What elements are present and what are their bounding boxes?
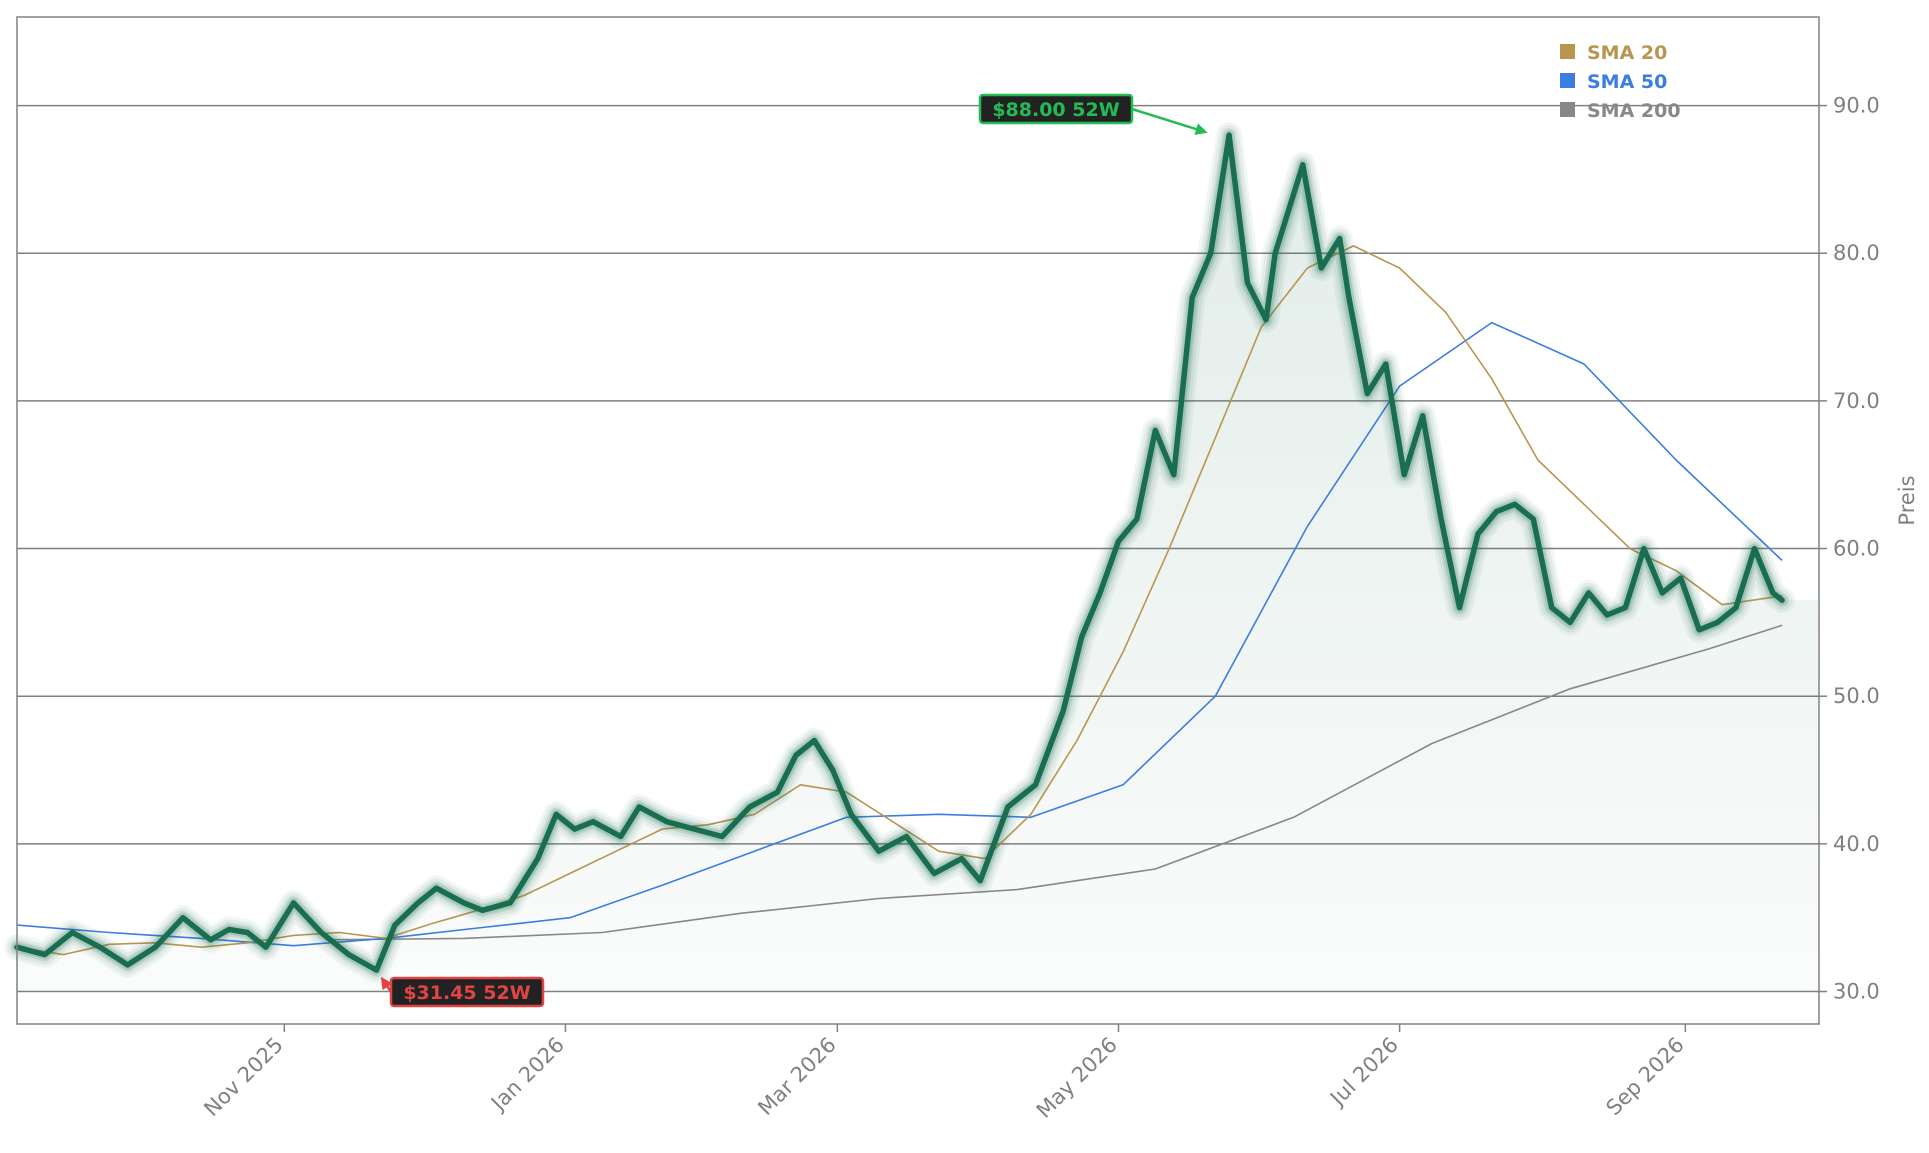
x-tick-label: Mar 2026 [753,1033,841,1121]
legend-swatch [1560,102,1575,117]
low-annotation-box [389,976,545,1008]
x-tick-label: Jan 2026 [485,1033,569,1117]
y-tick-label: 70.0 [1833,389,1880,413]
plot-frame [16,16,1820,1025]
x-tick-label: Sep 2026 [1601,1033,1688,1120]
annotations: $88.00 52W $31.45 52W [380,93,1208,1008]
y-tick-label: 90.0 [1833,94,1880,118]
y-axis: 30.0 40.0 50.0 60.0 70.0 80.0 90.0 [1819,94,1880,1004]
y-tick-label: 80.0 [1833,241,1880,265]
high-annotation-box [978,93,1134,125]
legend-label: SMA 20 [1587,42,1667,64]
legend-swatch [1560,73,1575,88]
high-annotation-label: $88.00 52W [992,99,1119,121]
legend-swatch [1560,44,1575,59]
sma200-line [325,624,1783,941]
sma50-line [16,321,1783,947]
x-tick-label: Nov 2025 [199,1033,287,1121]
legend-label: SMA 50 [1587,71,1667,93]
grid-lines [17,104,1819,993]
y-tick-label: 40.0 [1833,832,1880,856]
low-annotation-label: $31.45 52W [403,982,530,1004]
x-axis: Nov 2025 Jan 2026 Mar 2026 May 2026 Jul 2026… [199,1024,1689,1123]
y-tick-label: 60.0 [1833,537,1880,561]
sma-lines [16,245,1783,956]
annotation-arrowhead [1194,123,1208,135]
y-axis-title: Preis [1895,475,1919,525]
y-tick-label: 50.0 [1833,684,1880,708]
legend: SMA 20 SMA 50 SMA 200 [1560,42,1681,122]
price-line-group [4,122,1796,984]
legend-label: SMA 200 [1587,100,1681,122]
sma20-line [16,245,1783,956]
x-tick-label: May 2026 [1032,1033,1122,1123]
x-tick-label: Jul 2026 [1324,1033,1403,1112]
annotation-arrow [1131,107,1199,131]
price-line [14,132,1785,973]
y-tick-label: 30.0 [1833,980,1880,1004]
annotation-arrowhead [380,976,393,991]
